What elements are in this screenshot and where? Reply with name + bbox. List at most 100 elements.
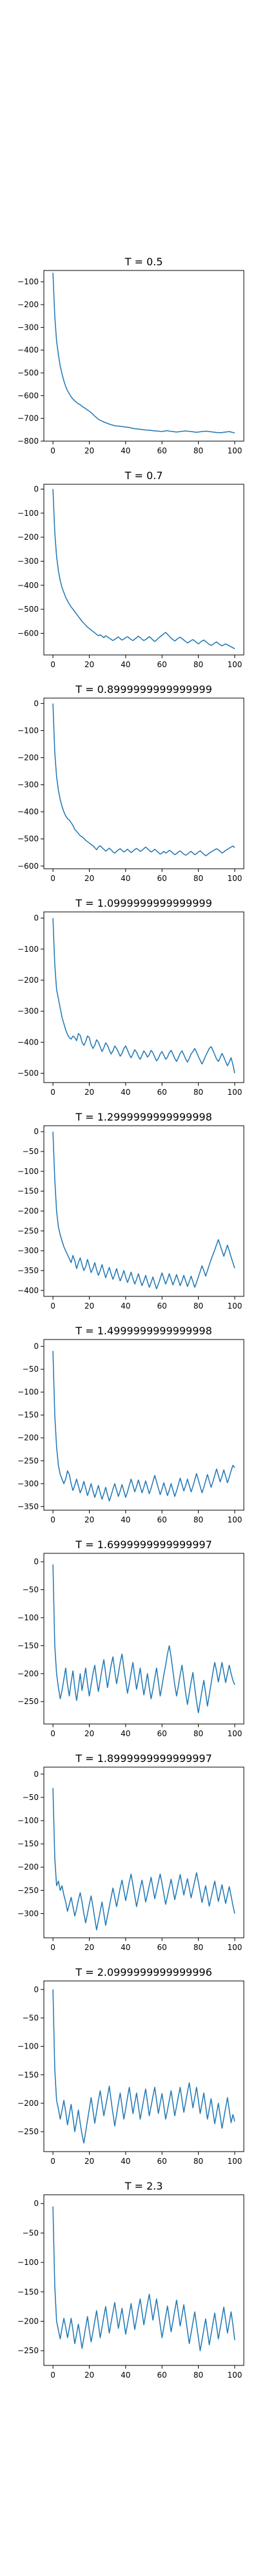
chart-panel-9: T = 2.0999999999999996 0 −50 −100 −150 −200 −2… xyxy=(17,1966,244,2166)
chart-title: T = 1.4999999999999998 xyxy=(75,1325,212,1337)
y-tick-label: −400 xyxy=(17,1037,39,1046)
series-line xyxy=(52,918,235,1074)
chart-title: T = 0.8999999999999999 xyxy=(75,683,212,696)
x-tick-label: 20 xyxy=(84,2157,94,2166)
x-tick-label: 20 xyxy=(84,1302,94,1311)
x-tick-label: 0 xyxy=(50,1302,55,1311)
y-tick-label: −100 xyxy=(17,278,39,287)
x-tick-label: 0 xyxy=(50,874,55,883)
y-tick-label: 0 xyxy=(34,1342,39,1351)
x-tick-label: 40 xyxy=(121,660,130,669)
x-tick-label: 40 xyxy=(121,1515,130,1524)
x-tick-label: 100 xyxy=(227,2371,242,2380)
x-tick-label: 20 xyxy=(84,1943,94,1952)
y-tick-label: −150 xyxy=(17,2287,39,2297)
y-tick-label: −100 xyxy=(17,945,39,954)
y-tick-label: −300 xyxy=(17,556,39,565)
y-tick-label: −300 xyxy=(17,1246,39,1255)
chart-panel-4: T = 1.0999999999999999 0 −100 −200 −300 −400 −… xyxy=(17,897,244,1097)
y-tick-label: −50 xyxy=(23,1793,39,1802)
y-tick-label: −100 xyxy=(17,1167,39,1176)
x-tick-label: 80 xyxy=(194,1729,203,1738)
x-tick-label: 20 xyxy=(84,1729,94,1738)
chart-panel-3: T = 0.8999999999999999 0 −100 −200 −300 −400 −… xyxy=(17,683,244,883)
x-tick-label: 0 xyxy=(50,660,55,669)
series-line xyxy=(52,1350,235,1502)
y-tick-label: −200 xyxy=(17,2099,39,2108)
axes-frame xyxy=(43,1339,244,1511)
x-tick-label: 20 xyxy=(84,1515,94,1524)
axes-frame xyxy=(43,484,244,656)
y-tick-label: −100 xyxy=(17,2258,39,2267)
series-line xyxy=(52,1132,235,1290)
x-tick-label: 0 xyxy=(50,446,55,455)
x-tick-label: 60 xyxy=(157,660,167,669)
x-tick-label: 40 xyxy=(121,1729,130,1738)
y-tick-label: −100 xyxy=(17,726,39,735)
chart-panel-7: T = 1.6999999999999997 0 −50 −100 −150 −200 −2… xyxy=(17,1539,244,1738)
x-tick-label: 40 xyxy=(121,874,130,883)
y-tick-label: −300 xyxy=(17,1007,39,1016)
x-tick-label: 60 xyxy=(157,1088,167,1097)
x-tick-label: 100 xyxy=(227,874,242,883)
y-tick-label: −500 xyxy=(17,605,39,614)
y-tick-label: −600 xyxy=(17,629,39,638)
chart-title: T = 2.3 xyxy=(124,2180,163,2192)
x-tick-label: 100 xyxy=(227,1515,242,1524)
y-tick-label: −500 xyxy=(17,835,39,844)
x-tick-label: 100 xyxy=(227,2157,242,2166)
axes-frame xyxy=(43,1980,244,2152)
x-tick-label: 100 xyxy=(227,1302,242,1311)
x-tick-label: 0 xyxy=(50,1943,55,1952)
x-tick-label: 60 xyxy=(157,1943,167,1952)
y-tick-label: 0 xyxy=(34,1557,39,1566)
x-tick-label: 60 xyxy=(157,874,167,883)
y-tick-label: −50 xyxy=(23,1365,39,1374)
y-tick-label: −600 xyxy=(17,391,39,400)
axes-frame xyxy=(43,270,244,442)
x-tick-label: 100 xyxy=(227,1729,242,1738)
y-tick-label: −250 xyxy=(17,1697,39,1706)
y-tick-label: −300 xyxy=(17,1479,39,1488)
y-tick-label: −400 xyxy=(17,346,39,355)
x-tick-label: 20 xyxy=(84,2371,94,2380)
y-tick-label: −50 xyxy=(23,2228,39,2237)
x-tick-label: 20 xyxy=(84,874,94,883)
x-tick-label: 60 xyxy=(157,1515,167,1524)
chart-title: T = 2.0999999999999996 xyxy=(75,1966,212,1978)
x-tick-label: 40 xyxy=(121,1943,130,1952)
y-tick-label: −150 xyxy=(17,1187,39,1196)
y-tick-label: −200 xyxy=(17,300,39,309)
x-tick-label: 100 xyxy=(227,660,242,669)
y-tick-label: −250 xyxy=(17,1456,39,1465)
axes-frame xyxy=(43,1553,244,1725)
x-tick-label: 80 xyxy=(194,1302,203,1311)
chart-panel-5: T = 1.2999999999999998 0 −50 −100 −150 −200 −2… xyxy=(17,1111,244,1311)
y-tick-label: −500 xyxy=(17,368,39,377)
x-tick-label: 40 xyxy=(121,1088,130,1097)
y-tick-label: 0 xyxy=(34,484,39,493)
x-tick-label: 80 xyxy=(194,446,203,455)
x-tick-label: 80 xyxy=(194,874,203,883)
x-tick-label: 80 xyxy=(194,660,203,669)
x-tick-label: 0 xyxy=(50,2371,55,2380)
y-tick-label: 0 xyxy=(34,1770,39,1779)
y-tick-label: −250 xyxy=(17,2127,39,2136)
y-tick-label: −150 xyxy=(17,1410,39,1419)
chart-panel-2: T = 0.7 0 −100 −200 −300 −400 −500 −600 0 20 40 60 8… xyxy=(17,469,244,669)
y-tick-label: −100 xyxy=(17,1388,39,1397)
y-tick-label: −100 xyxy=(17,1816,39,1825)
series-line xyxy=(52,1564,235,1714)
x-tick-label: 80 xyxy=(194,1088,203,1097)
x-tick-label: 40 xyxy=(121,2157,130,2166)
y-tick-label: −200 xyxy=(17,1207,39,1216)
y-tick-label: 0 xyxy=(34,914,39,923)
y-tick-label: −400 xyxy=(17,1286,39,1295)
x-tick-label: 20 xyxy=(84,1088,94,1097)
chart-title: T = 1.0999999999999999 xyxy=(75,897,212,909)
y-tick-label: −200 xyxy=(17,2316,39,2325)
y-tick-label: −700 xyxy=(17,414,39,423)
chart-panel-1: T = 0.5 −100 −200 −300 −400 −500 −600 −700 −800 0… xyxy=(17,256,244,455)
x-tick-label: 60 xyxy=(157,1302,167,1311)
y-tick-label: −50 xyxy=(23,2013,39,2022)
